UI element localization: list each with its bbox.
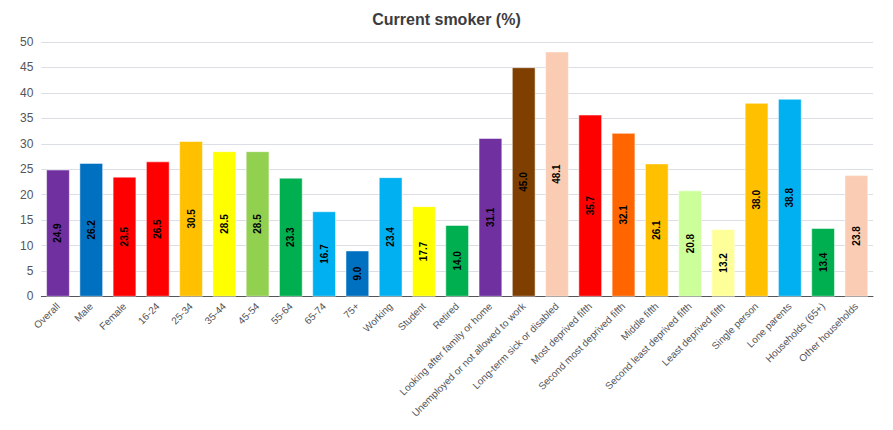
svg-text:Second most deprived fifth: Second most deprived fifth xyxy=(536,300,628,392)
svg-text:Student: Student xyxy=(396,300,428,332)
svg-text:Other households: Other households xyxy=(797,301,861,365)
svg-text:Middle fifth: Middle fifth xyxy=(618,300,661,343)
svg-text:35: 35 xyxy=(20,111,34,125)
svg-text:Unemployed or not allowed to w: Unemployed or not allowed to work xyxy=(410,301,528,419)
svg-text:35-44: 35-44 xyxy=(202,300,228,326)
svg-text:Households (65+): Households (65+) xyxy=(763,301,827,365)
svg-text:75+: 75+ xyxy=(342,300,362,320)
svg-text:Most deprived fifth: Most deprived fifth xyxy=(529,301,594,366)
svg-text:17.7: 17.7 xyxy=(418,241,429,261)
svg-text:30: 30 xyxy=(20,137,34,151)
svg-text:5: 5 xyxy=(27,264,34,278)
svg-text:Second least deprived fifth: Second least deprived fifth xyxy=(602,300,694,392)
svg-text:23.4: 23.4 xyxy=(385,227,396,247)
svg-text:23.3: 23.3 xyxy=(285,227,296,247)
svg-text:20.8: 20.8 xyxy=(685,233,696,253)
svg-text:38.8: 38.8 xyxy=(784,188,795,208)
svg-text:55-64: 55-64 xyxy=(269,300,295,326)
svg-text:0: 0 xyxy=(27,289,34,303)
svg-text:26.1: 26.1 xyxy=(651,220,662,240)
svg-text:65-74: 65-74 xyxy=(302,300,328,326)
svg-text:28.5: 28.5 xyxy=(252,214,263,234)
svg-text:38.0: 38.0 xyxy=(751,190,762,210)
svg-text:23.8: 23.8 xyxy=(851,226,862,246)
svg-text:28.5: 28.5 xyxy=(219,214,230,234)
svg-text:10: 10 xyxy=(20,239,34,253)
svg-text:40: 40 xyxy=(20,86,34,100)
svg-text:26.5: 26.5 xyxy=(152,219,163,239)
svg-text:Least deprived fifth: Least deprived fifth xyxy=(660,301,727,368)
svg-text:13.2: 13.2 xyxy=(718,253,729,273)
svg-text:Current smoker (%): Current smoker (%) xyxy=(372,11,520,28)
svg-text:45: 45 xyxy=(20,60,34,74)
svg-text:9.0: 9.0 xyxy=(352,266,363,280)
svg-text:Looking after family or home: Looking after family or home xyxy=(397,300,495,398)
svg-text:24.9: 24.9 xyxy=(52,223,63,243)
svg-text:45-54: 45-54 xyxy=(236,300,262,326)
svg-text:31.1: 31.1 xyxy=(485,207,496,227)
svg-text:25-34: 25-34 xyxy=(169,300,195,326)
svg-text:50: 50 xyxy=(20,35,34,49)
svg-text:Single person: Single person xyxy=(709,300,761,352)
svg-text:Retired: Retired xyxy=(431,301,462,332)
svg-text:14.0: 14.0 xyxy=(452,251,463,271)
svg-text:45.0: 45.0 xyxy=(518,172,529,192)
svg-text:15: 15 xyxy=(20,213,34,227)
svg-text:25: 25 xyxy=(20,162,34,176)
svg-text:Lone parents: Lone parents xyxy=(744,300,794,350)
svg-text:23.5: 23.5 xyxy=(119,227,130,247)
svg-text:Overall: Overall xyxy=(32,301,62,331)
svg-text:Long-term sick or disabled: Long-term sick or disabled xyxy=(470,300,561,392)
svg-text:13.4: 13.4 xyxy=(818,252,829,272)
svg-text:20: 20 xyxy=(20,188,34,202)
svg-text:32.1: 32.1 xyxy=(618,205,629,225)
svg-text:16.7: 16.7 xyxy=(319,244,330,264)
svg-text:Male: Male xyxy=(72,300,95,323)
svg-text:26.2: 26.2 xyxy=(86,220,97,240)
svg-text:30.5: 30.5 xyxy=(186,209,197,229)
svg-text:Female: Female xyxy=(97,300,129,332)
svg-text:35.7: 35.7 xyxy=(585,195,596,215)
svg-text:16-24: 16-24 xyxy=(136,300,162,326)
svg-text:Working: Working xyxy=(361,301,395,335)
svg-text:48.1: 48.1 xyxy=(551,164,562,184)
